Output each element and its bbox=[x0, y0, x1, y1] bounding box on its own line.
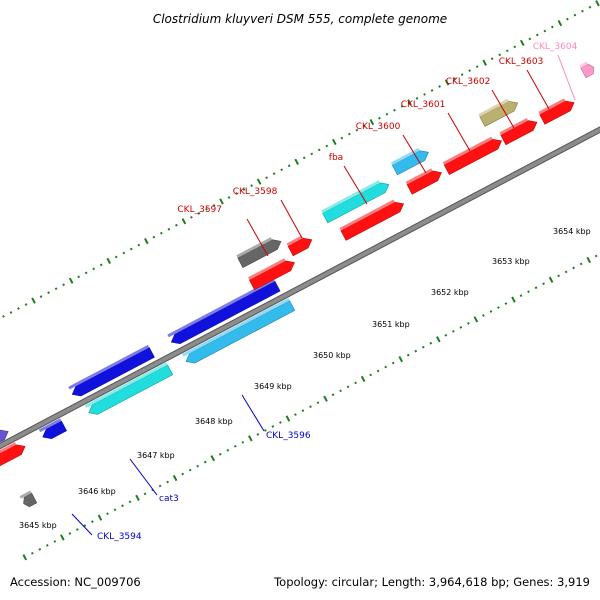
ckl-3594-label[interactable]: CKL_3594 bbox=[71, 513, 142, 542]
cat3-label[interactable]: cat3 bbox=[129, 458, 179, 504]
kbp-tick-label: 3654 kbp bbox=[553, 227, 591, 236]
gene-cat3[interactable] bbox=[84, 362, 174, 415]
gene-red-edge[interactable] bbox=[0, 442, 26, 468]
backbone-shadow bbox=[0, 126, 600, 450]
leader-line bbox=[343, 165, 368, 205]
genome-title: Clostridium kluyveri DSM 555, complete g… bbox=[153, 12, 447, 26]
gene-ckl-3603[interactable] bbox=[538, 98, 575, 125]
gene-label-text: fba bbox=[329, 153, 343, 163]
leader-line bbox=[71, 513, 93, 536]
ckl-3600-label[interactable]: CKL_3600 bbox=[356, 122, 427, 174]
leader-line bbox=[557, 54, 576, 101]
genome-summary-text: Topology: circular; Length: 3,964,618 bp… bbox=[273, 575, 590, 589]
gene-ckl-3604[interactable] bbox=[579, 61, 595, 79]
gene-fba-red[interactable] bbox=[339, 199, 405, 241]
leader-line bbox=[402, 134, 427, 174]
leader-line bbox=[280, 199, 303, 239]
backbone-line bbox=[0, 127, 600, 449]
kbp-tick-label: 3648 kbp bbox=[195, 417, 233, 426]
gene-label-text: CKL_3597 bbox=[177, 205, 222, 215]
gene-slate-edge[interactable] bbox=[0, 427, 9, 452]
kbp-tick-label: 3647 kbp bbox=[137, 451, 175, 460]
inner-tick-rail bbox=[2, 0, 600, 318]
gene-label-text: cat3 bbox=[159, 494, 179, 504]
kbp-tick-label: 3652 kbp bbox=[431, 288, 469, 297]
ckl-3598-label[interactable]: CKL_3598 bbox=[233, 187, 303, 239]
gene-ckl-3602[interactable] bbox=[499, 117, 538, 146]
kbp-tick-label: 3649 kbp bbox=[254, 382, 292, 391]
leader-line bbox=[241, 394, 265, 432]
gene-ckl-3597[interactable] bbox=[236, 237, 282, 269]
gene-label-text: CKL_3598 bbox=[233, 187, 278, 197]
leader-line bbox=[246, 218, 269, 257]
gene-ckl-3601[interactable] bbox=[442, 136, 503, 176]
gene-gray-edge[interactable] bbox=[19, 490, 38, 508]
gene-label-text: CKL_3596 bbox=[266, 431, 311, 441]
gene-label-text: CKL_3600 bbox=[356, 122, 401, 132]
gene-ckl-3594[interactable] bbox=[68, 344, 155, 397]
gene-label-text: CKL_3604 bbox=[533, 42, 578, 52]
gene-ckl-3597-red[interactable] bbox=[247, 258, 295, 291]
leader-line bbox=[129, 458, 158, 496]
gene-label-text: CKL_3603 bbox=[499, 57, 544, 67]
gene-blue-small[interactable] bbox=[38, 418, 67, 439]
gene-ckl-3600-red[interactable] bbox=[405, 168, 442, 195]
ckl-3597-label[interactable]: CKL_3597 bbox=[177, 205, 269, 257]
map-layer: 3645 kbp 3646 kbp 3647 kbp 3648 kbp 3649 kbp… bbox=[0, 0, 600, 561]
leader-line bbox=[491, 89, 515, 129]
kbp-tick-label: 3650 kbp bbox=[313, 351, 351, 360]
accession-text: Accession: NC_009706 bbox=[10, 575, 141, 589]
gene-ckl-3596-outer[interactable] bbox=[167, 278, 281, 345]
leader-line bbox=[526, 69, 550, 110]
ckl-3604-label[interactable]: CKL_3604 bbox=[533, 42, 578, 101]
fba-label[interactable]: fba bbox=[329, 153, 368, 205]
gene-ckl-3596[interactable] bbox=[182, 297, 296, 364]
gene-label-text: CKL_3601 bbox=[401, 100, 446, 110]
outer-tick-rail bbox=[22, 254, 598, 561]
ckl-3601-label[interactable]: CKL_3601 bbox=[401, 100, 471, 152]
kbp-tick-label: 3646 kbp bbox=[78, 487, 116, 496]
gene-fba[interactable] bbox=[321, 180, 390, 224]
gene-label-text: CKL_3594 bbox=[97, 532, 142, 542]
ckl-3602-label[interactable]: CKL_3602 bbox=[446, 77, 515, 129]
gene-label-text: CKL_3602 bbox=[446, 77, 491, 87]
gene-ckl-3603-olive[interactable] bbox=[478, 98, 519, 127]
gene-ckl-3598[interactable] bbox=[286, 235, 313, 257]
leader-line bbox=[447, 112, 471, 152]
kbp-tick-label: 3653 kbp bbox=[492, 257, 530, 266]
ckl-3596-label[interactable]: CKL_3596 bbox=[241, 394, 311, 441]
ckl-3603-label[interactable]: CKL_3603 bbox=[499, 57, 550, 110]
kbp-tick-label: 3651 kbp bbox=[372, 320, 410, 329]
kbp-tick-label: 3645 kbp bbox=[19, 521, 57, 530]
gene-ckl-3600[interactable] bbox=[390, 148, 429, 176]
